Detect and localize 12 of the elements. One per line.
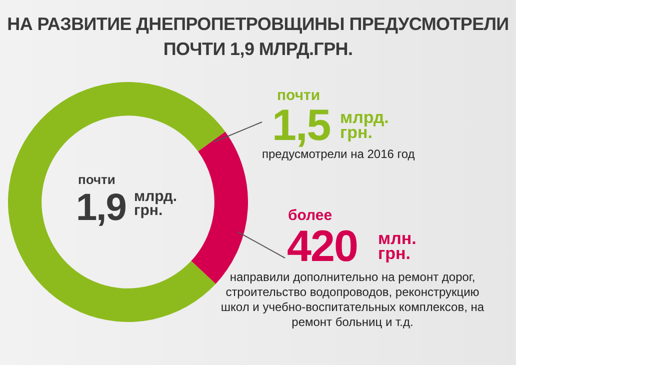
text: млрд. грн. bbox=[134, 188, 178, 219]
chart-title: НА РАЗВИТИЕ ДНЕПРОПЕТРОВЩИНЫ ПРЕДУСМОТРЕЛИ ПОЧТИ 1,9 МЛРД.ГРН. bbox=[6, 13, 510, 61]
text: направили дополнительно на ремонт дорог, строительство водопроводов, реконструкцию школ и учебно-воспитательных комплексов, на ремонт больниц и т.д. bbox=[220, 270, 486, 330]
text: 1,5 bbox=[272, 101, 330, 150]
text: почти bbox=[78, 172, 116, 187]
text: млн. грн. bbox=[378, 229, 416, 263]
text: более bbox=[288, 207, 332, 224]
text: млрд. грн. bbox=[340, 108, 389, 142]
text: 1,9 bbox=[76, 186, 126, 230]
text: 420 bbox=[287, 222, 358, 271]
text: почти bbox=[277, 87, 320, 104]
text: предусмотрели на 2016 год bbox=[262, 147, 415, 162]
